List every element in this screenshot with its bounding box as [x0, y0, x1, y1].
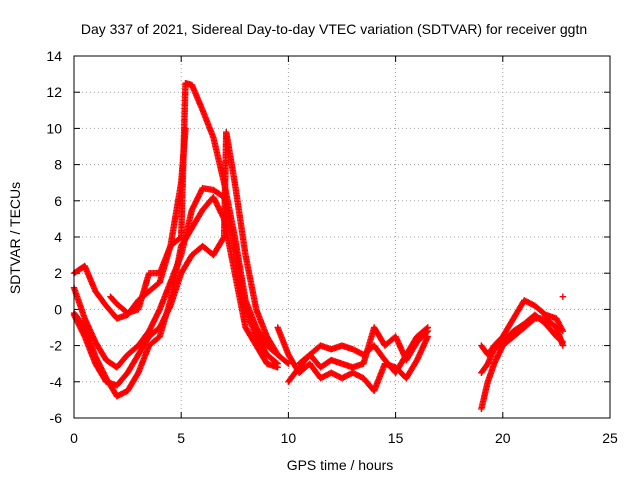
data-point — [559, 293, 567, 300]
series-track-7 — [274, 324, 431, 395]
x-axis-label: GPS time / hours — [287, 457, 394, 473]
plot-frame — [73, 55, 611, 419]
y-tick-label: 6 — [54, 193, 62, 209]
y-tick-label: 0 — [54, 301, 62, 317]
y-tick-label: -6 — [50, 410, 63, 426]
chart-title: Day 337 of 2021, Sidereal Day-to-day VTE… — [81, 21, 587, 37]
series-track-5 — [107, 125, 189, 317]
series-track-11 — [478, 311, 567, 376]
x-tick-label: 0 — [70, 430, 78, 446]
y-tick-label: 10 — [46, 120, 62, 136]
series-track-12 — [559, 293, 567, 300]
x-tick-label: 15 — [388, 430, 404, 446]
y-tick-label: 2 — [54, 265, 62, 281]
data-marker — [423, 329, 430, 336]
x-tick-label: 20 — [495, 430, 511, 446]
data-layer — [70, 79, 567, 413]
y-tick-label: 14 — [46, 48, 62, 64]
data-point — [559, 338, 567, 346]
data-point — [424, 327, 431, 335]
data-point — [285, 360, 292, 367]
data-marker — [558, 326, 566, 333]
data-point — [274, 351, 281, 358]
series-track-4 — [70, 128, 281, 389]
data-point — [424, 333, 431, 340]
x-tick-label: 5 — [177, 430, 185, 446]
data-marker — [558, 337, 565, 345]
series-track-8 — [295, 324, 431, 371]
series-track-10 — [478, 297, 567, 358]
data-marker — [273, 350, 281, 357]
data-point — [182, 125, 189, 132]
x-tick-label: 10 — [281, 430, 297, 446]
data-marker — [220, 235, 227, 242]
data-point — [559, 327, 567, 335]
y-tick-label: 4 — [54, 229, 62, 245]
y-tick-label: 12 — [46, 84, 62, 100]
y-axis-label: SDTVAR / TECUs — [7, 182, 23, 294]
y-tick-label: -2 — [50, 338, 63, 354]
data-marker — [284, 359, 291, 366]
y-tick-label: 8 — [54, 157, 62, 173]
data-point — [274, 364, 281, 371]
y-tick-label: -4 — [50, 374, 63, 390]
x-tick-label: 25 — [602, 430, 618, 446]
